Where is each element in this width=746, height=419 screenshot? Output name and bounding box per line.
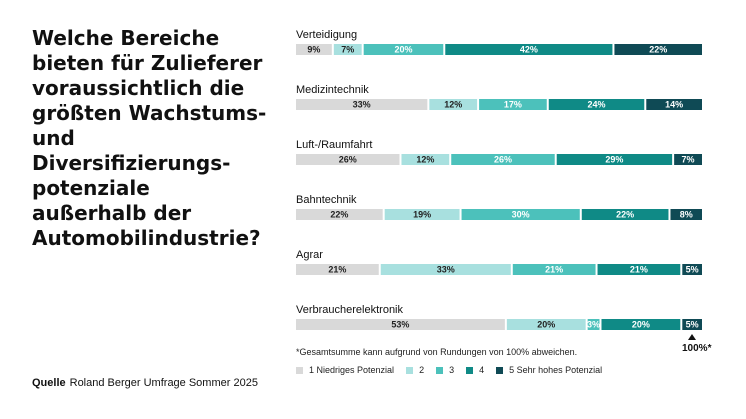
bar-segment bbox=[479, 99, 547, 110]
bar-segment bbox=[682, 264, 702, 275]
bar-value-label: 42% bbox=[520, 45, 538, 55]
total-label: 100%* bbox=[682, 343, 712, 354]
bar-value-label: 5% bbox=[686, 265, 699, 275]
bar-value-label: 20% bbox=[537, 320, 555, 330]
source-text: Roland Berger Umfrage Sommer 2025 bbox=[69, 377, 258, 389]
bar-value-label: 14% bbox=[665, 100, 683, 110]
bar-value-label: 30% bbox=[512, 210, 530, 220]
legend-item: 5 Sehr hohes Potenzial bbox=[496, 365, 602, 375]
bar-value-label: 26% bbox=[339, 155, 357, 165]
legend-swatch bbox=[406, 366, 414, 374]
bar-segment bbox=[380, 264, 511, 275]
bar-segment bbox=[506, 319, 586, 330]
category-label: Medizintechnik bbox=[296, 84, 369, 96]
legend-swatch bbox=[436, 366, 444, 374]
bar-value-label: 24% bbox=[588, 100, 606, 110]
category-label: Verbraucherelektronik bbox=[296, 304, 404, 316]
bar-value-label: 26% bbox=[494, 155, 512, 165]
bar-segment bbox=[556, 154, 673, 165]
legend-label: 1 Niedriges Potenzial bbox=[309, 365, 395, 375]
bar-segment bbox=[512, 264, 596, 275]
bar-segment bbox=[461, 209, 580, 220]
bar-segment bbox=[429, 99, 478, 110]
category-label: Verteidigung bbox=[296, 29, 357, 41]
chart-title: Welche Bereiche bieten für Zulieferer vo… bbox=[32, 26, 267, 250]
bar-value-label: 53% bbox=[391, 320, 409, 330]
bar-segment bbox=[445, 44, 613, 55]
bar-value-label: 5% bbox=[686, 320, 699, 330]
legend-label: 4 bbox=[479, 365, 485, 375]
bar-value-label: 33% bbox=[353, 100, 371, 110]
bar-segment bbox=[614, 44, 702, 55]
category-label: Agrar bbox=[296, 249, 323, 261]
legend-swatch bbox=[496, 366, 504, 374]
bar-segment bbox=[451, 154, 555, 165]
legend-label: 3 bbox=[449, 365, 455, 375]
bar-value-label: 7% bbox=[682, 155, 695, 165]
bar-segment bbox=[296, 319, 505, 330]
bar-value-label: 22% bbox=[649, 45, 667, 55]
bar-segment bbox=[601, 319, 681, 330]
category-label: Bahntechnik bbox=[296, 194, 357, 206]
source-label: Quelle bbox=[32, 377, 66, 389]
bar-segment bbox=[670, 209, 702, 220]
legend-label: 2 bbox=[419, 365, 425, 375]
legend-swatch bbox=[466, 366, 474, 374]
bar-value-label: 22% bbox=[330, 210, 348, 220]
bar-value-label: 12% bbox=[444, 100, 462, 110]
bar-value-label: 22% bbox=[616, 210, 634, 220]
bar-value-label: 12% bbox=[416, 155, 434, 165]
bar-value-label: 9% bbox=[307, 45, 320, 55]
bar-segment bbox=[333, 44, 362, 55]
legend-label: 5 Sehr hohes Potenzial bbox=[509, 365, 603, 375]
bar-segment bbox=[384, 209, 460, 220]
bar-value-label: 20% bbox=[394, 45, 412, 55]
bar-segment bbox=[646, 99, 702, 110]
bar-segment bbox=[597, 264, 681, 275]
bar-value-label: 33% bbox=[437, 265, 455, 275]
bar-segment bbox=[674, 154, 702, 165]
bar-value-label: 3% bbox=[587, 320, 600, 330]
bar-segment bbox=[587, 319, 600, 330]
bar-segment bbox=[581, 209, 669, 220]
bar-segment bbox=[296, 44, 332, 55]
bar-value-label: 21% bbox=[328, 265, 346, 275]
bar-segment bbox=[296, 264, 379, 275]
bar-value-label: 7% bbox=[341, 45, 354, 55]
bar-segment bbox=[296, 154, 400, 165]
bar-value-label: 21% bbox=[545, 265, 563, 275]
bar-segment bbox=[548, 99, 645, 110]
bar-segment bbox=[296, 99, 428, 110]
bar-value-label: 19% bbox=[413, 210, 431, 220]
bar-segment bbox=[363, 44, 444, 55]
bar-value-label: 21% bbox=[630, 265, 648, 275]
category-label: Luft-/Raumfahrt bbox=[296, 139, 372, 151]
bar-value-label: 20% bbox=[632, 320, 650, 330]
bar-segment bbox=[296, 209, 383, 220]
legend-item: 3 bbox=[436, 365, 454, 375]
bar-value-label: 8% bbox=[680, 210, 693, 220]
footnote: *Gesamtsumme kann aufgrund von Rundungen… bbox=[296, 347, 578, 357]
source: Quelle Roland Berger Umfrage Sommer 2025 bbox=[32, 377, 258, 389]
legend-item: 1 Niedriges Potenzial bbox=[296, 365, 394, 375]
legend-item: 2 bbox=[406, 365, 424, 375]
legend: 1 Niedriges Potenzial 2 3 4 5 Sehr hohes Pot… bbox=[296, 365, 614, 375]
total-arrow-icon bbox=[688, 334, 696, 340]
bar-value-label: 29% bbox=[605, 155, 623, 165]
legend-swatch bbox=[296, 366, 303, 374]
legend-item: 4 bbox=[466, 365, 484, 375]
bar-segment bbox=[401, 154, 450, 165]
bar-segment bbox=[682, 319, 702, 330]
bar-value-label: 17% bbox=[504, 100, 522, 110]
